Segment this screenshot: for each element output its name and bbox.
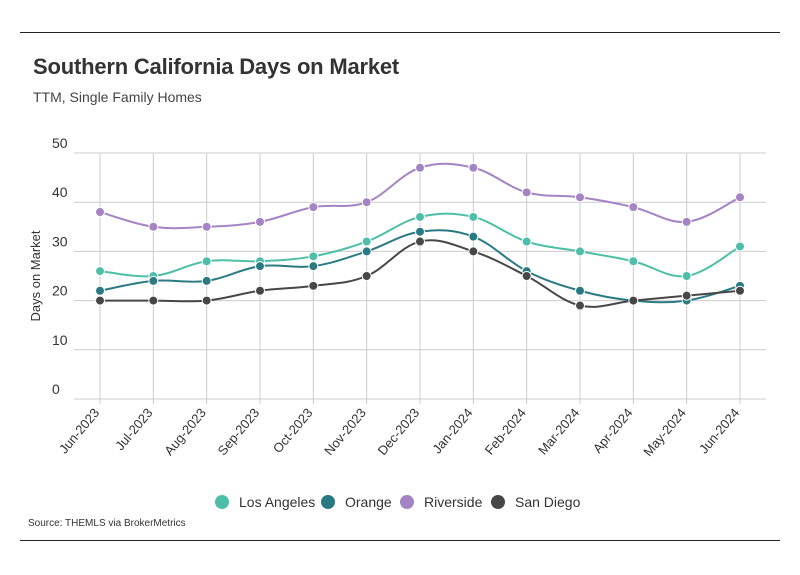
data-point-los-angeles bbox=[308, 251, 319, 262]
data-point-riverside bbox=[468, 162, 479, 173]
data-point-los-angeles bbox=[201, 256, 212, 267]
x-tick-label: Jan-2024 bbox=[429, 405, 475, 456]
series-san-diego bbox=[95, 236, 745, 311]
data-point-san-diego bbox=[95, 295, 105, 306]
data-point-los-angeles bbox=[521, 236, 532, 247]
data-point-riverside bbox=[95, 207, 105, 218]
data-point-riverside bbox=[148, 221, 159, 232]
data-point-san-diego bbox=[521, 271, 532, 281]
y-tick-label: 30 bbox=[52, 233, 68, 249]
x-tick-label: Oct-2023 bbox=[270, 405, 316, 456]
data-point-orange bbox=[415, 226, 425, 237]
data-point-los-angeles bbox=[575, 246, 585, 257]
data-point-orange bbox=[255, 261, 265, 272]
legend-marker-san-diego bbox=[491, 495, 505, 509]
x-tick-label: Jul-2023 bbox=[112, 405, 156, 453]
x-tick-label: Aug-2023 bbox=[161, 405, 209, 458]
legend: Los Angeles Orange Riverside San Diego bbox=[215, 494, 581, 510]
series-riverside bbox=[95, 162, 745, 232]
x-tick-label: Feb-2024 bbox=[482, 405, 529, 457]
data-point-san-diego bbox=[255, 285, 265, 296]
bottom-rule bbox=[20, 540, 780, 541]
data-point-riverside bbox=[415, 162, 425, 173]
data-point-los-angeles bbox=[468, 211, 479, 222]
data-point-san-diego bbox=[148, 295, 159, 306]
data-point-los-angeles bbox=[415, 211, 425, 222]
data-point-san-diego bbox=[468, 246, 479, 257]
data-point-los-angeles bbox=[735, 241, 745, 252]
legend-label-san-diego: San Diego bbox=[515, 494, 581, 510]
data-point-san-diego bbox=[575, 300, 585, 311]
legend-item-los-angeles: Los Angeles bbox=[215, 494, 315, 510]
data-point-riverside bbox=[255, 216, 265, 227]
x-tick-label: Dec-2023 bbox=[375, 405, 423, 458]
data-point-orange bbox=[95, 285, 105, 296]
x-axis-ticks: Jun-2023 Jul-2023 Aug-2023 Sep-2023 Oct-2023… bbox=[56, 405, 742, 459]
data-point-san-diego bbox=[201, 295, 212, 306]
data-point-los-angeles bbox=[361, 236, 372, 247]
y-axis-ticks: 0 10 20 30 40 50 bbox=[52, 135, 68, 397]
data-point-riverside bbox=[735, 192, 745, 203]
data-point-orange bbox=[308, 261, 319, 272]
top-rule bbox=[20, 32, 780, 33]
data-point-riverside bbox=[521, 187, 532, 198]
x-tick-label: Jun-2023 bbox=[56, 405, 102, 456]
data-point-san-diego bbox=[628, 295, 639, 306]
data-point-riverside bbox=[308, 202, 319, 213]
chart-title: Southern California Days on Market bbox=[33, 54, 400, 79]
legend-marker-riverside bbox=[400, 495, 414, 509]
y-tick-label: 40 bbox=[52, 184, 68, 200]
data-point-los-angeles bbox=[628, 256, 639, 267]
source-note: Source: THEMLS via BrokerMetrics bbox=[28, 518, 186, 529]
data-point-riverside bbox=[681, 216, 692, 227]
legend-item-riverside: Riverside bbox=[400, 494, 483, 510]
x-tick-label: Nov-2023 bbox=[321, 405, 369, 458]
legend-label-los-angeles: Los Angeles bbox=[239, 494, 315, 510]
legend-marker-orange bbox=[321, 495, 335, 509]
data-point-riverside bbox=[628, 202, 639, 213]
data-point-san-diego bbox=[415, 236, 425, 247]
data-point-riverside bbox=[201, 221, 212, 232]
x-tick-label: Mar-2024 bbox=[535, 405, 582, 457]
data-point-orange bbox=[148, 275, 159, 286]
y-tick-label: 50 bbox=[52, 135, 68, 151]
series-group bbox=[95, 162, 745, 311]
y-axis-label: Days on Market bbox=[28, 230, 43, 321]
data-point-orange bbox=[201, 275, 212, 286]
legend-label-orange: Orange bbox=[345, 494, 392, 510]
legend-marker-los-angeles bbox=[215, 495, 229, 509]
x-tick-label: Apr-2024 bbox=[590, 405, 636, 456]
data-point-riverside bbox=[361, 197, 372, 208]
x-tick-label: Jun-2024 bbox=[696, 405, 742, 456]
data-point-riverside bbox=[575, 192, 585, 203]
series-los-angeles bbox=[95, 211, 745, 281]
y-tick-label: 0 bbox=[52, 381, 60, 397]
legend-item-san-diego: San Diego bbox=[491, 494, 581, 510]
data-point-san-diego bbox=[735, 285, 745, 296]
data-point-san-diego bbox=[361, 271, 372, 281]
legend-label-riverside: Riverside bbox=[424, 494, 483, 510]
data-point-orange bbox=[575, 285, 585, 296]
y-tick-label: 10 bbox=[52, 332, 68, 348]
data-point-orange bbox=[361, 246, 372, 257]
chart-subtitle: TTM, Single Family Homes bbox=[33, 89, 202, 105]
y-tick-label: 20 bbox=[52, 283, 68, 299]
x-tick-label: Sep-2023 bbox=[215, 405, 263, 458]
data-point-san-diego bbox=[308, 280, 319, 291]
legend-item-orange: Orange bbox=[321, 494, 392, 510]
data-point-los-angeles bbox=[681, 271, 692, 281]
grid-lines bbox=[74, 152, 766, 404]
data-point-san-diego bbox=[681, 290, 692, 301]
data-point-los-angeles bbox=[95, 266, 105, 277]
x-tick-label: May-2024 bbox=[640, 405, 689, 459]
data-point-orange bbox=[468, 231, 479, 242]
